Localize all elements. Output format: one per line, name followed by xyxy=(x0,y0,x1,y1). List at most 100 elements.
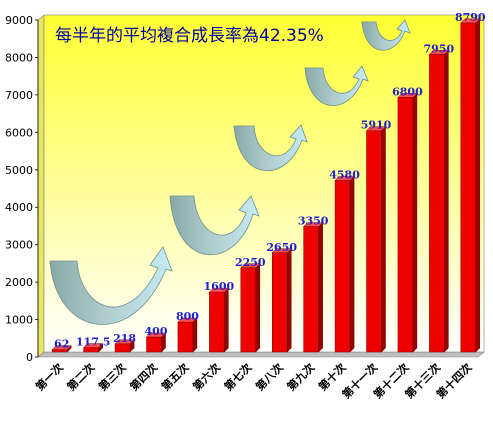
x-category-label: 第九次 xyxy=(284,360,317,393)
x-axis-categories: 第一次第二次第三次第四次第五次第六次第七次第八次第九次第十次第十一次第十二次第十… xyxy=(33,360,475,401)
bar xyxy=(428,49,449,353)
y-tick-label: 6000 xyxy=(5,126,33,139)
bar-top xyxy=(365,126,387,131)
x-category-label: 第二次 xyxy=(64,360,97,393)
bar xyxy=(334,175,355,353)
y-tick-label: 5000 xyxy=(5,164,33,177)
data-label: 117.5 xyxy=(76,336,110,349)
y-tick-label: 3000 xyxy=(5,239,33,252)
y-tick-label: 2000 xyxy=(5,276,33,289)
data-label: 3350 xyxy=(298,215,329,228)
curved-arrow-icon xyxy=(49,246,173,325)
curved-arrow-icon xyxy=(361,19,411,51)
data-label: 2650 xyxy=(266,241,297,254)
bar-front xyxy=(303,226,319,353)
bar xyxy=(208,287,229,353)
bar-front xyxy=(271,252,288,353)
bars xyxy=(51,18,481,353)
data-label: 6800 xyxy=(392,85,423,98)
y-tick-label: 9000 xyxy=(5,14,33,27)
bar xyxy=(303,221,324,353)
bar xyxy=(83,342,104,353)
bar-top xyxy=(460,18,481,24)
data-label: 8790 xyxy=(455,11,486,24)
bar-top xyxy=(240,263,261,268)
bar-side xyxy=(381,126,386,353)
data-label: 800 xyxy=(176,310,199,323)
data-label: 1600 xyxy=(204,280,235,293)
bar-front xyxy=(460,22,477,353)
bar-top xyxy=(271,248,292,254)
bar-side xyxy=(224,287,229,353)
bar-front xyxy=(177,321,194,353)
bar-top xyxy=(428,50,449,55)
curved-arrow-icon xyxy=(304,65,369,106)
bar-side xyxy=(286,248,292,353)
bar-side xyxy=(255,263,261,353)
x-category-label: 第八次 xyxy=(253,360,286,393)
bar-side xyxy=(444,49,449,353)
bar xyxy=(397,92,418,353)
y-tick-label: 1000 xyxy=(5,314,33,327)
plot-side-wall xyxy=(37,14,45,358)
data-label: 218 xyxy=(113,332,136,345)
data-label: 7950 xyxy=(424,42,455,55)
bar-side xyxy=(412,92,418,353)
bar-front xyxy=(209,291,225,353)
bar-front xyxy=(146,336,162,353)
plot-area xyxy=(43,14,485,353)
bar-top xyxy=(303,222,324,227)
y-tick-label: 0 xyxy=(26,351,33,364)
chart-title: 每半年的平均複合成長率為42.35% xyxy=(55,26,324,46)
bar-top xyxy=(83,343,104,348)
x-category-label: 第五次 xyxy=(158,360,191,393)
curved-arrow-icon xyxy=(169,195,260,255)
y-tick-label: 7000 xyxy=(5,89,33,102)
bar-top xyxy=(177,317,198,323)
growth-arrows xyxy=(49,19,411,325)
bar-top xyxy=(145,332,167,338)
bar-top xyxy=(208,287,229,293)
bar xyxy=(460,18,481,353)
bar xyxy=(145,332,167,353)
bar xyxy=(365,126,387,353)
bar-top xyxy=(334,176,355,181)
bar xyxy=(177,317,198,353)
bar-top xyxy=(51,345,72,350)
y-axis-ticks: 0 1000 2000 3000 4000 5000 6000 7000 8000 9000 xyxy=(5,14,38,364)
bar-side xyxy=(318,221,323,353)
x-category-label: 第十四次 xyxy=(433,360,474,401)
bar-top xyxy=(114,339,135,345)
plot-floor xyxy=(37,351,485,358)
x-category-label: 第三次 xyxy=(95,360,128,393)
bar-side xyxy=(349,175,355,353)
data-label: 5910 xyxy=(361,119,392,132)
bar xyxy=(51,345,72,353)
data-label: 2250 xyxy=(235,256,266,269)
bar xyxy=(114,339,135,353)
data-label: 62 xyxy=(54,338,69,351)
y-tick-label: 4000 xyxy=(5,201,33,214)
bar-front xyxy=(366,130,382,353)
bar-side xyxy=(192,317,198,353)
x-category-label: 第七次 xyxy=(221,360,254,393)
bar xyxy=(240,263,261,353)
bar-front xyxy=(240,267,257,353)
bar-front xyxy=(429,54,445,353)
bar-top xyxy=(397,93,418,98)
bar-front xyxy=(334,180,351,353)
bar xyxy=(271,248,292,353)
data-label: 4580 xyxy=(329,169,360,182)
bar-front xyxy=(397,97,414,353)
x-category-label: 第六次 xyxy=(190,360,223,393)
curved-arrow-icon xyxy=(233,124,308,172)
x-category-label: 第一次 xyxy=(33,360,66,393)
y-tick-label: 8000 xyxy=(5,51,33,64)
x-category-label: 第四次 xyxy=(127,360,160,393)
data-label: 400 xyxy=(145,325,168,338)
bar-side xyxy=(475,18,481,353)
bar-front xyxy=(114,343,131,353)
